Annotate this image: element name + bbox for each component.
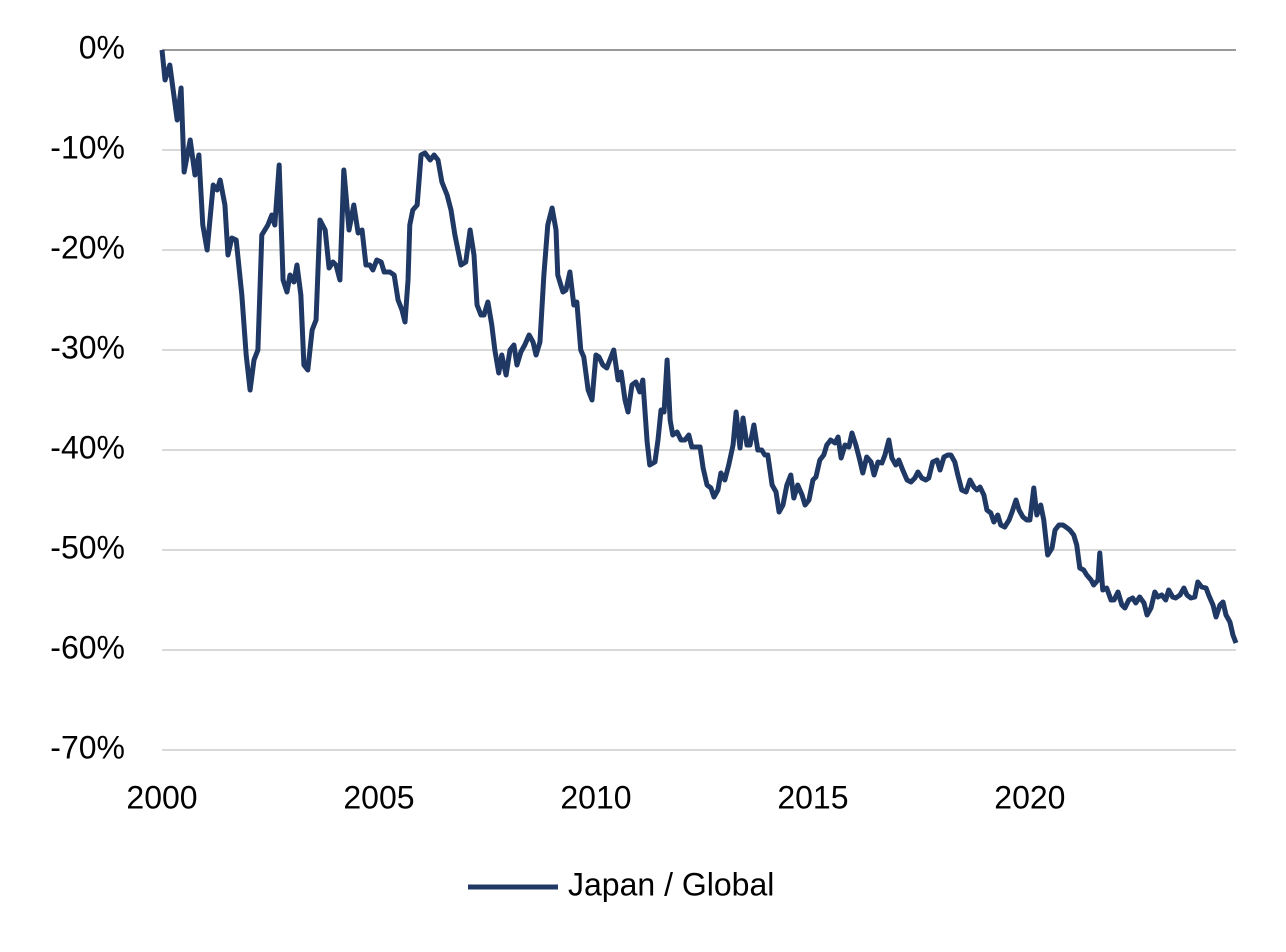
x-tick-label: 2005: [343, 779, 414, 815]
y-tick-label: -30%: [50, 329, 125, 365]
y-tick-label: -20%: [50, 229, 125, 265]
data-line: [159, 49, 1239, 644]
y-tick-label: -60%: [50, 629, 125, 665]
legend-label: Japan / Global: [568, 866, 774, 902]
x-tick-label: 2020: [994, 779, 1065, 815]
y-tick-label: 0%: [79, 29, 125, 65]
x-tick-label: 2015: [777, 779, 848, 815]
y-tick-label: -10%: [50, 129, 125, 165]
y-tick-label: -70%: [50, 729, 125, 765]
x-tick-label: 2000: [126, 779, 197, 815]
y-tick-label: -40%: [50, 429, 125, 465]
y-tick-label: -50%: [50, 529, 125, 565]
x-tick-label: 2010: [560, 779, 631, 815]
